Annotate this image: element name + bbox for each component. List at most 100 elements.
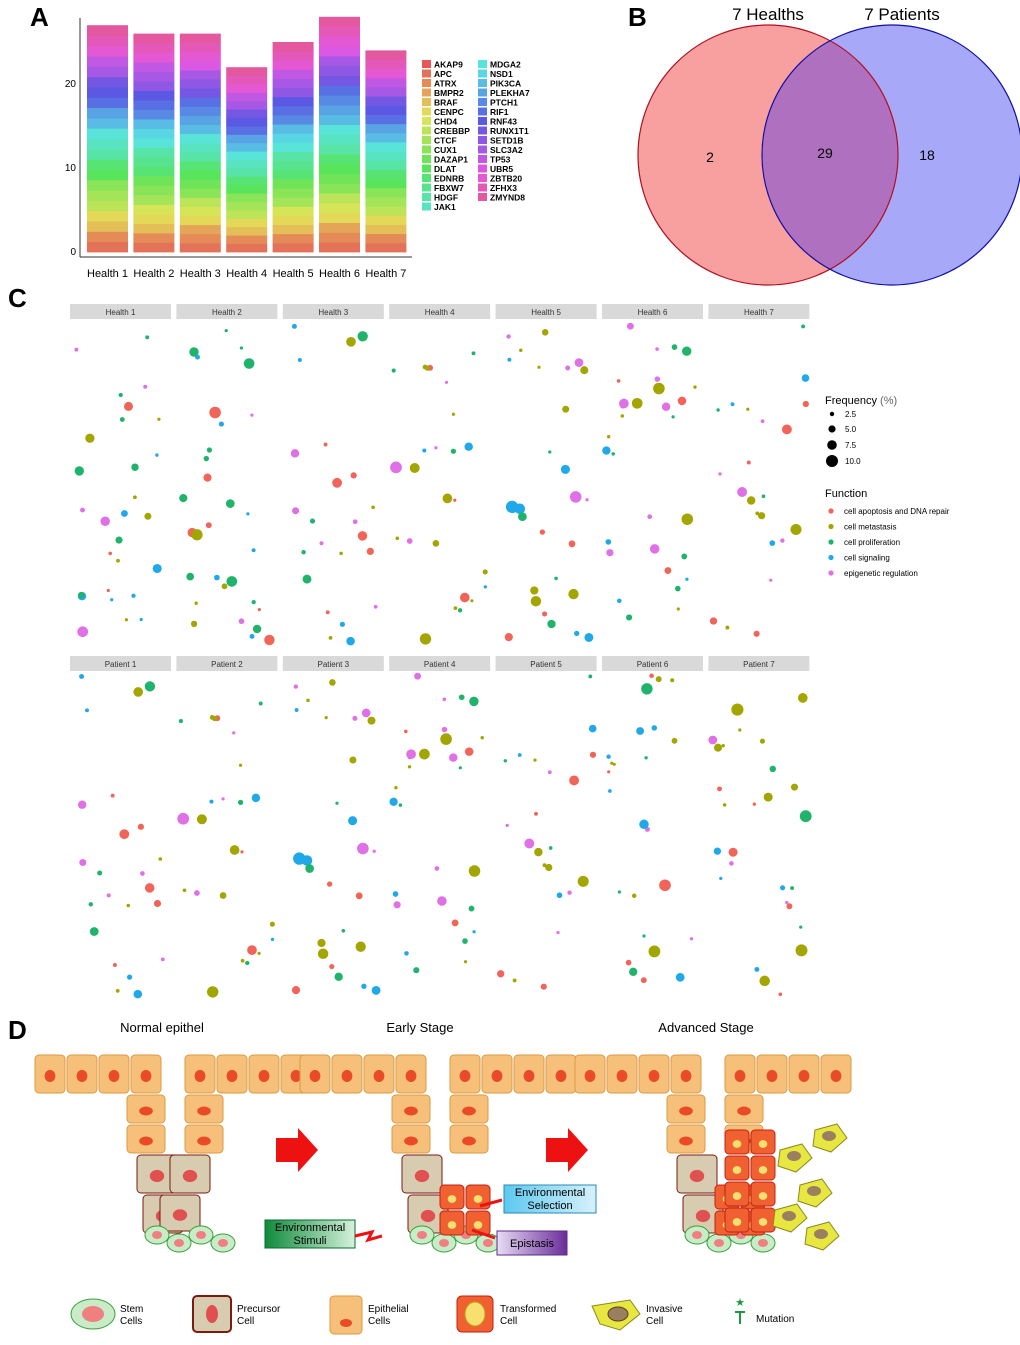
cell-nucleus bbox=[373, 1069, 385, 1083]
mutation-dot bbox=[763, 792, 773, 802]
mutation-dot bbox=[85, 708, 89, 713]
size-legend: Frequency (%) 2.5 5.0 7.5 10.0 bbox=[825, 395, 897, 467]
bar-segment bbox=[272, 133, 314, 143]
legend-transformed-line1: Transformed bbox=[500, 1304, 556, 1315]
mutation-dot bbox=[639, 819, 649, 830]
cell-nucleus bbox=[732, 1218, 742, 1226]
bar-segment bbox=[319, 95, 360, 106]
mutation-dot bbox=[350, 472, 357, 479]
mutation-dot bbox=[612, 762, 616, 766]
epithelial-nucleus-icon bbox=[340, 1319, 352, 1327]
mutation-dot bbox=[110, 793, 115, 798]
bar-segment bbox=[365, 178, 407, 189]
bar-segment bbox=[179, 188, 221, 198]
mutation-dot bbox=[790, 783, 799, 791]
mutation-dot bbox=[133, 687, 144, 697]
mutation-dot bbox=[547, 619, 556, 629]
epistasis-arrow bbox=[471, 1228, 496, 1240]
mutation-dot bbox=[442, 697, 447, 702]
mutation-dot bbox=[588, 674, 593, 679]
mutation-dot bbox=[457, 608, 463, 613]
bar-segment bbox=[226, 201, 268, 211]
gene-legend-label: RIF1 bbox=[490, 107, 509, 117]
facet-strip bbox=[602, 304, 703, 319]
cell-nucleus bbox=[732, 1140, 742, 1148]
cell-nucleus bbox=[648, 1069, 660, 1083]
cell-nucleus bbox=[139, 1136, 153, 1146]
mutation-dot bbox=[685, 577, 689, 581]
mutation-dot bbox=[110, 598, 114, 602]
gene-legend-label: FBXW7 bbox=[434, 183, 464, 193]
bar-segment bbox=[319, 154, 360, 165]
mutation-dot bbox=[677, 396, 687, 406]
gene-legend-label: AKAP9 bbox=[434, 60, 463, 70]
gene-legend-label: SLC3A2 bbox=[490, 145, 523, 155]
y-tick-0: 0 bbox=[70, 247, 76, 258]
mutation-dot bbox=[769, 578, 773, 582]
bar-segment bbox=[179, 79, 221, 89]
gene-legend-label: CUX1 bbox=[434, 145, 457, 155]
lightning-icon bbox=[354, 1229, 383, 1243]
env-stimuli-bg bbox=[264, 1219, 356, 1249]
facet-strip bbox=[176, 656, 278, 671]
bar-segment bbox=[179, 197, 221, 207]
transformed-nucleus-icon bbox=[464, 1301, 486, 1327]
bar-segment bbox=[179, 124, 221, 135]
function-legend-dot bbox=[828, 554, 834, 561]
mutation-dot bbox=[721, 744, 725, 748]
mutation-dot bbox=[606, 754, 611, 759]
mutation-dot bbox=[226, 576, 238, 587]
mutation-dot bbox=[328, 636, 333, 640]
bar-segment bbox=[365, 160, 407, 170]
venn-count-healths-only: 2 bbox=[706, 149, 714, 165]
bar-segment bbox=[179, 115, 221, 125]
bar-segment bbox=[272, 160, 314, 171]
bar-segment bbox=[272, 87, 314, 98]
mutation-dot bbox=[589, 751, 597, 758]
mutation-dot bbox=[616, 379, 621, 383]
bar-segment bbox=[226, 117, 268, 127]
mutation-dot bbox=[671, 737, 678, 744]
bar-segment bbox=[226, 218, 268, 228]
gene-legend-swatch bbox=[478, 164, 487, 173]
bar-segment bbox=[87, 87, 128, 98]
mutation-dot bbox=[371, 505, 375, 510]
bar-segment bbox=[319, 56, 360, 67]
mutation-dot bbox=[675, 972, 685, 982]
facet-strip bbox=[602, 656, 703, 671]
function-legend-title: Function bbox=[825, 488, 867, 500]
mutation-dot bbox=[131, 593, 136, 598]
gene-legend-label: ZBTB20 bbox=[490, 174, 522, 184]
mutation-dot bbox=[349, 756, 357, 764]
mutation-dot bbox=[464, 442, 473, 451]
bar-segment bbox=[226, 134, 268, 144]
bar-segment bbox=[87, 148, 128, 160]
mutation-dot bbox=[160, 957, 165, 962]
mutation-dot bbox=[560, 464, 570, 474]
mutation-dot bbox=[504, 633, 513, 642]
cell-nucleus bbox=[414, 1169, 430, 1183]
mutation-dot bbox=[352, 715, 358, 721]
stem-cell-nucleus bbox=[439, 1239, 449, 1247]
mutation-dot bbox=[290, 449, 300, 458]
bar-segment bbox=[87, 117, 128, 129]
mutation-dot bbox=[574, 358, 584, 367]
gene-legend-swatch bbox=[422, 79, 431, 87]
mutation-dot bbox=[422, 448, 427, 453]
cell-nucleus bbox=[139, 1106, 153, 1116]
bar-segment bbox=[365, 224, 407, 235]
size-legend-label-1: 2.5 bbox=[845, 410, 857, 419]
mutation-dot bbox=[537, 365, 541, 369]
mutation-dot bbox=[681, 346, 692, 356]
mutation-dot bbox=[232, 731, 236, 735]
mutation-dot bbox=[301, 855, 313, 866]
mutation-dot bbox=[718, 472, 722, 476]
mutation-dot bbox=[449, 753, 458, 762]
mutation-dot bbox=[693, 385, 697, 389]
mutation-dot bbox=[325, 610, 330, 615]
mutation-dot bbox=[631, 893, 637, 899]
bar-segment bbox=[87, 128, 128, 139]
progression-arrow-1 bbox=[276, 1128, 318, 1172]
facet-strip-label: Health 5 bbox=[531, 308, 561, 317]
mutation-dot bbox=[85, 433, 95, 443]
